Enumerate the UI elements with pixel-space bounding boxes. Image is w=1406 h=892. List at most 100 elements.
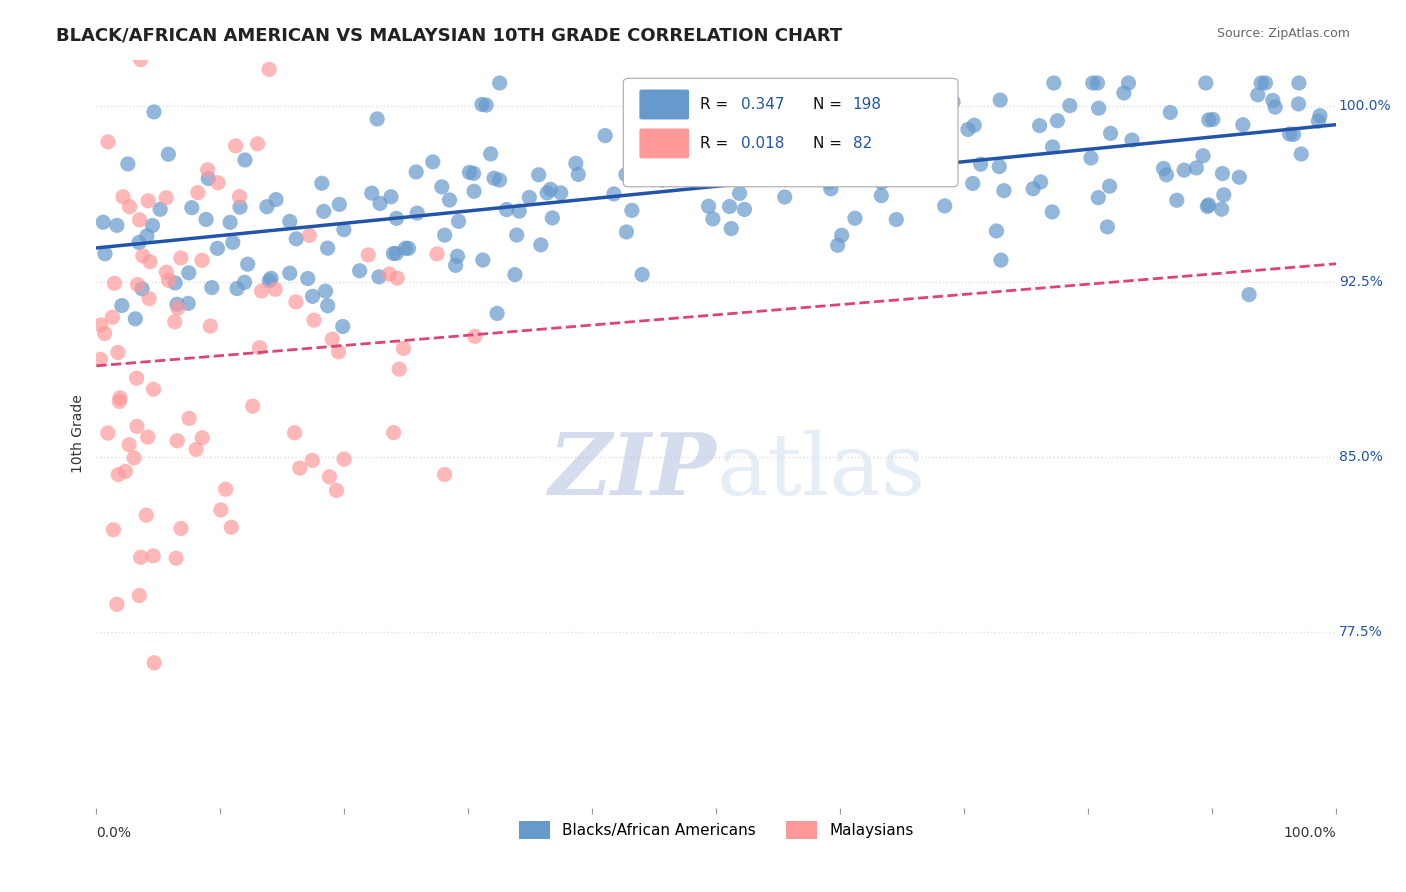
Point [378,267,401,281]
Point [426,247,449,261]
Point [620,203,643,218]
Point [565,156,588,170]
Point [1195,76,1218,90]
Point [754,169,776,183]
Point [1211,167,1233,181]
Point [1198,112,1220,127]
Point [540,182,562,196]
Point [1029,175,1052,189]
Point [773,190,796,204]
Point [256,200,278,214]
Point [471,253,494,268]
Point [1288,76,1310,90]
Point [124,311,146,326]
Point [904,166,927,180]
Legend: Blacks/African Americans, Malaysians: Blacks/African Americans, Malaysians [513,815,920,845]
Point [508,204,530,219]
Point [723,104,745,119]
Point [742,155,765,169]
Point [333,222,356,236]
Point [155,265,177,279]
Point [301,289,323,303]
Point [135,508,157,523]
Point [593,128,616,143]
Point [118,438,141,452]
Point [728,186,751,201]
Point [1309,109,1331,123]
Point [1173,163,1195,178]
Point [1022,182,1045,196]
Point [1159,105,1181,120]
Text: N =: N = [813,97,846,112]
Point [105,597,128,611]
Point [763,171,786,186]
Point [699,137,721,152]
Point [285,232,308,246]
Point [264,282,287,296]
Point [858,153,880,167]
Point [128,212,150,227]
Point [831,228,853,243]
Point [233,153,256,167]
Text: 85.0%: 85.0% [1339,450,1382,464]
Point [301,453,323,467]
Point [108,394,131,409]
Point [671,141,693,155]
Point [1087,76,1109,90]
Point [284,425,307,440]
Point [264,193,287,207]
Point [433,228,456,243]
Point [184,442,207,457]
Text: 198: 198 [852,97,882,112]
Point [167,301,190,315]
Text: R =: R = [700,97,734,112]
Point [89,352,111,367]
Point [143,656,166,670]
Point [631,268,654,282]
Point [225,139,247,153]
Point [702,211,724,226]
Point [388,362,411,376]
Point [471,97,494,112]
Point [177,266,200,280]
Point [1087,191,1109,205]
Point [97,135,120,149]
Point [118,200,141,214]
Point [315,284,337,298]
Y-axis label: 10th Grade: 10th Grade [72,394,86,473]
Point [229,200,252,214]
Point [132,249,155,263]
Point [1156,168,1178,182]
Point [422,154,444,169]
Point [149,202,172,217]
Point [758,136,780,150]
Point [349,264,371,278]
Point [170,521,193,535]
Point [165,276,187,290]
Point [614,168,637,182]
Point [392,342,415,356]
Point [222,235,245,250]
Point [1043,76,1066,90]
Point [207,241,229,255]
Text: R =: R = [700,136,734,151]
Point [1232,118,1254,132]
Text: 92.5%: 92.5% [1339,275,1382,289]
Point [603,186,626,201]
Point [406,206,429,220]
Point [103,523,125,537]
Text: 100.0%: 100.0% [1284,827,1336,840]
Point [1227,170,1250,185]
Point [1254,76,1277,90]
Point [463,184,485,198]
Point [1098,179,1121,194]
Point [550,186,572,200]
Point [200,319,222,334]
Point [1121,133,1143,147]
Point [1166,194,1188,208]
Point [125,371,148,385]
Point [1112,86,1135,100]
Point [925,151,948,165]
Point [166,297,188,311]
Point [692,151,714,165]
